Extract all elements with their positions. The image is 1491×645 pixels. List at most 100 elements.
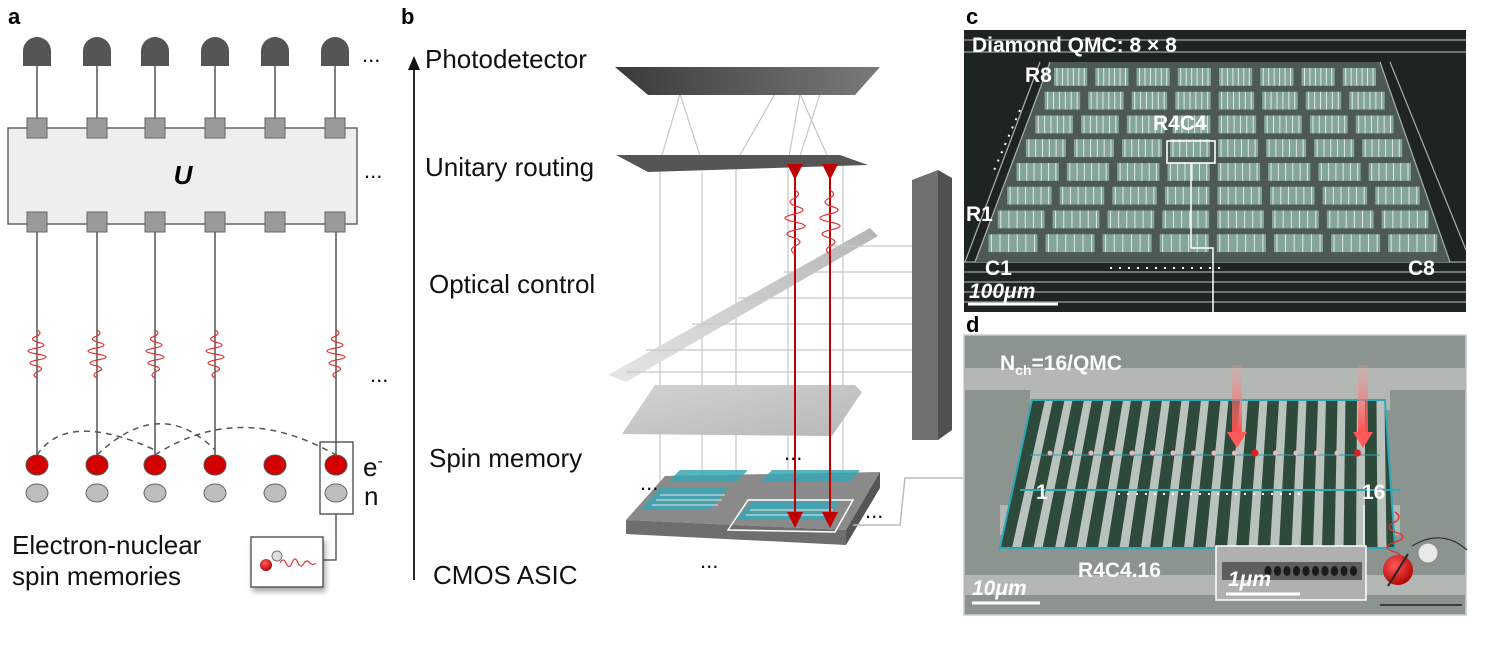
emitter — [1191, 450, 1196, 456]
qmc-cell — [1102, 234, 1152, 253]
nuclear-spins — [25, 483, 348, 503]
nch-label: Nch=16/QMC — [1000, 352, 1122, 378]
qmc-cell — [1264, 115, 1302, 134]
memory-lines — [36, 232, 337, 455]
qmc-cell — [1218, 139, 1259, 158]
layer-label-cmos-asic: CMOS ASIC — [433, 560, 577, 590]
qmc-cell — [1007, 186, 1052, 205]
qmc-cell — [1309, 115, 1348, 134]
qmc-cell — [1164, 186, 1210, 205]
panel-d: d Nch=16/QMC 1 16 R4C4.16 1 — [963, 312, 1468, 616]
device-finger — [1162, 400, 1190, 548]
col-label-c8: C8 — [1408, 257, 1435, 280]
layer-label-spin-memory: Spin memory — [429, 443, 582, 473]
device-finger — [1033, 400, 1073, 548]
device-finger — [1313, 400, 1326, 548]
qmc-cell — [1355, 115, 1394, 134]
r4c4-connector — [1190, 163, 1214, 335]
col-label-c1: C1 — [985, 257, 1012, 280]
zoom-connector — [853, 477, 965, 526]
qmc-cell — [1159, 234, 1209, 253]
photonic-hole — [1273, 566, 1282, 576]
nuclear-label: n — [364, 481, 378, 511]
qmc-cell — [1349, 91, 1385, 110]
emitter — [1251, 449, 1259, 457]
qmc-cell — [1025, 139, 1066, 158]
emitter — [1150, 450, 1155, 456]
qmc-cell — [1177, 68, 1211, 86]
qmc-cell — [1273, 234, 1324, 253]
device-finger — [1205, 400, 1229, 548]
qmc-cell — [1326, 210, 1374, 229]
optical-control-layer — [608, 228, 878, 382]
unitary-label: U — [174, 160, 194, 190]
qmc-cell — [1318, 163, 1361, 181]
qmc-cell — [1066, 163, 1110, 181]
qmc-cell — [1217, 186, 1263, 205]
qmc-cell — [1362, 139, 1403, 158]
qmc-cell — [1388, 234, 1438, 253]
qmc-rows — [988, 68, 1438, 253]
emitter — [1109, 450, 1114, 456]
memories-label-line1: Electron-nuclear — [12, 530, 202, 560]
qmc-cell — [1175, 91, 1211, 110]
qmc-cell — [1268, 163, 1311, 181]
qmc-cell — [1331, 234, 1381, 253]
qmc-cell — [1052, 210, 1100, 229]
qmc-cell — [1073, 139, 1114, 158]
device-finger — [1334, 400, 1346, 548]
emitter — [1170, 450, 1176, 456]
qmc-cell — [1117, 163, 1160, 181]
r4c4-label: R4C4 — [1153, 112, 1207, 135]
device-finger — [1141, 400, 1170, 548]
sem-inset: 1μm — [1215, 545, 1367, 601]
side-panel — [912, 170, 938, 440]
device-finger — [1098, 400, 1131, 548]
qmc-cell — [1107, 210, 1155, 229]
electron-spins — [25, 454, 348, 476]
emitter — [1354, 449, 1361, 457]
optical-link-arrows — [787, 164, 838, 528]
layer-label-photodetector: Photodetector — [425, 44, 587, 74]
panel-c: c R4C4 Diamond QMC: 8 × 8 R8 R1 C1 C8 10… — [964, 4, 1467, 335]
emitter — [1232, 450, 1237, 456]
qmc-cell — [1054, 68, 1088, 86]
emitter — [1314, 450, 1319, 456]
detector-lines — [36, 66, 336, 118]
ellipsis-chip-bottom: ... — [700, 548, 718, 573]
array-side-wires — [964, 61, 1467, 263]
device-finger — [1376, 400, 1387, 548]
emitter — [1211, 450, 1217, 456]
ellipsis-photons: ... — [370, 362, 388, 387]
qmc-cell — [1301, 68, 1335, 86]
device-finger — [1270, 400, 1287, 548]
qmc-cell — [997, 210, 1045, 229]
photon-wavepackets-b — [784, 189, 841, 255]
photonic-hole — [1330, 566, 1339, 576]
photonic-hole — [1311, 566, 1320, 576]
photon-wavepackets — [27, 329, 346, 379]
qmc-cell — [1322, 186, 1368, 205]
device-outline — [998, 399, 1397, 549]
spin-memory-layer — [622, 385, 862, 436]
panel-label-b: b — [401, 4, 414, 29]
layer-label-optical-control: Optical control — [429, 269, 595, 299]
qmc-cell — [1136, 68, 1170, 86]
qmc-cell — [1262, 91, 1298, 110]
qmc-cell — [1131, 91, 1168, 110]
spin-pair-icon — [1383, 511, 1468, 587]
ellipsis-chip-right: ... — [865, 498, 883, 523]
qmc-cell — [1218, 91, 1255, 110]
qmc-cell — [1035, 115, 1074, 134]
electron-label: e- — [363, 452, 383, 482]
qmc-cell — [1217, 163, 1261, 181]
unitary-box — [7, 127, 358, 225]
qmc-cell — [1059, 186, 1105, 205]
panel-label-a: a — [8, 4, 21, 29]
photonic-hole — [1349, 566, 1358, 576]
emitter — [1129, 450, 1135, 456]
emitter — [1334, 450, 1340, 456]
photodetector-icons — [23, 37, 349, 66]
interlayer-lines — [659, 93, 844, 520]
